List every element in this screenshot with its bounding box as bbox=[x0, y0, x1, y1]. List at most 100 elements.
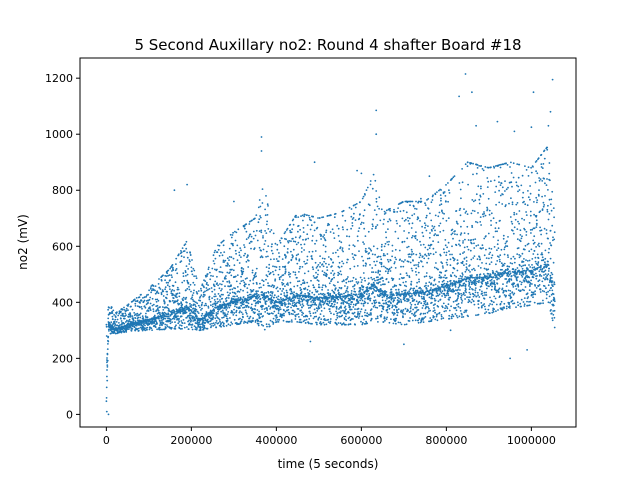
data-point bbox=[134, 305, 137, 307]
data-point bbox=[352, 276, 355, 279]
data-point bbox=[442, 229, 445, 232]
data-point bbox=[434, 303, 436, 306]
data-point bbox=[430, 243, 433, 246]
data-point bbox=[311, 239, 314, 242]
data-point bbox=[185, 265, 188, 267]
data-point bbox=[171, 299, 174, 302]
data-point bbox=[393, 261, 396, 263]
data-point bbox=[411, 269, 414, 272]
data-point bbox=[363, 292, 366, 295]
data-point bbox=[369, 264, 371, 266]
data-point bbox=[307, 237, 310, 240]
data-point bbox=[140, 299, 143, 302]
data-point bbox=[375, 317, 377, 320]
data-point bbox=[440, 189, 442, 191]
data-point bbox=[380, 262, 383, 265]
data-point bbox=[224, 307, 227, 309]
data-point bbox=[244, 309, 247, 312]
data-point bbox=[392, 297, 394, 299]
data-point bbox=[212, 315, 215, 317]
data-point bbox=[106, 353, 109, 356]
data-point bbox=[206, 273, 209, 275]
data-point bbox=[441, 290, 444, 293]
data-point bbox=[372, 225, 374, 228]
data-point bbox=[387, 260, 390, 263]
data-point bbox=[434, 214, 437, 217]
data-point bbox=[351, 253, 354, 255]
data-point bbox=[208, 298, 211, 301]
data-point bbox=[226, 257, 229, 260]
data-point bbox=[234, 305, 236, 308]
data-point bbox=[295, 214, 297, 217]
data-point bbox=[424, 316, 427, 318]
data-point bbox=[250, 235, 253, 238]
data-point bbox=[161, 306, 164, 308]
data-point bbox=[159, 288, 162, 290]
data-point bbox=[417, 200, 420, 203]
data-point bbox=[229, 292, 232, 295]
data-point bbox=[413, 287, 416, 290]
data-point bbox=[151, 329, 154, 331]
data-point bbox=[370, 317, 373, 320]
data-point bbox=[440, 203, 443, 206]
data-point bbox=[447, 182, 449, 184]
data-point bbox=[231, 311, 234, 314]
data-point bbox=[474, 287, 477, 289]
data-point bbox=[239, 282, 242, 285]
data-point bbox=[279, 241, 282, 244]
data-point bbox=[407, 220, 410, 222]
data-point bbox=[211, 318, 214, 321]
data-point bbox=[157, 299, 160, 302]
data-point bbox=[177, 253, 180, 256]
data-point bbox=[381, 296, 384, 299]
data-point bbox=[371, 278, 374, 281]
data-point bbox=[412, 289, 415, 292]
data-point bbox=[212, 303, 214, 306]
data-point bbox=[378, 305, 381, 307]
data-point bbox=[250, 303, 253, 306]
data-point bbox=[430, 201, 433, 204]
data-point bbox=[258, 199, 261, 201]
data-point bbox=[187, 282, 190, 284]
data-point bbox=[161, 328, 164, 331]
data-point bbox=[235, 231, 238, 234]
data-point bbox=[343, 280, 345, 282]
data-point bbox=[358, 312, 361, 315]
data-point bbox=[347, 323, 350, 326]
data-point bbox=[350, 227, 352, 230]
data-point bbox=[134, 300, 137, 302]
data-point bbox=[124, 312, 127, 315]
data-point bbox=[392, 322, 395, 325]
data-point bbox=[320, 322, 323, 325]
data-point bbox=[314, 297, 317, 300]
data-point bbox=[440, 315, 443, 318]
data-point bbox=[305, 262, 308, 265]
data-point bbox=[318, 316, 321, 319]
data-point bbox=[266, 275, 269, 278]
data-point bbox=[174, 281, 177, 284]
data-point bbox=[492, 301, 495, 304]
data-point bbox=[329, 214, 332, 217]
data-point bbox=[106, 364, 109, 366]
data-point bbox=[374, 264, 377, 267]
data-point bbox=[172, 294, 175, 296]
data-point bbox=[274, 265, 276, 268]
data-point bbox=[385, 293, 387, 296]
data-point bbox=[458, 277, 460, 280]
data-point bbox=[346, 261, 348, 264]
data-point bbox=[344, 301, 347, 303]
data-point bbox=[171, 264, 174, 266]
data-point bbox=[298, 267, 301, 270]
data-point bbox=[279, 297, 282, 299]
data-point bbox=[298, 236, 301, 239]
data-point bbox=[145, 316, 147, 319]
data-point bbox=[329, 318, 332, 320]
data-point bbox=[306, 214, 308, 217]
data-point bbox=[209, 300, 212, 303]
data-point bbox=[418, 295, 421, 297]
data-point bbox=[311, 266, 314, 269]
data-point bbox=[463, 264, 465, 266]
data-point bbox=[395, 317, 398, 320]
data-point bbox=[430, 282, 433, 285]
data-point bbox=[376, 247, 379, 250]
